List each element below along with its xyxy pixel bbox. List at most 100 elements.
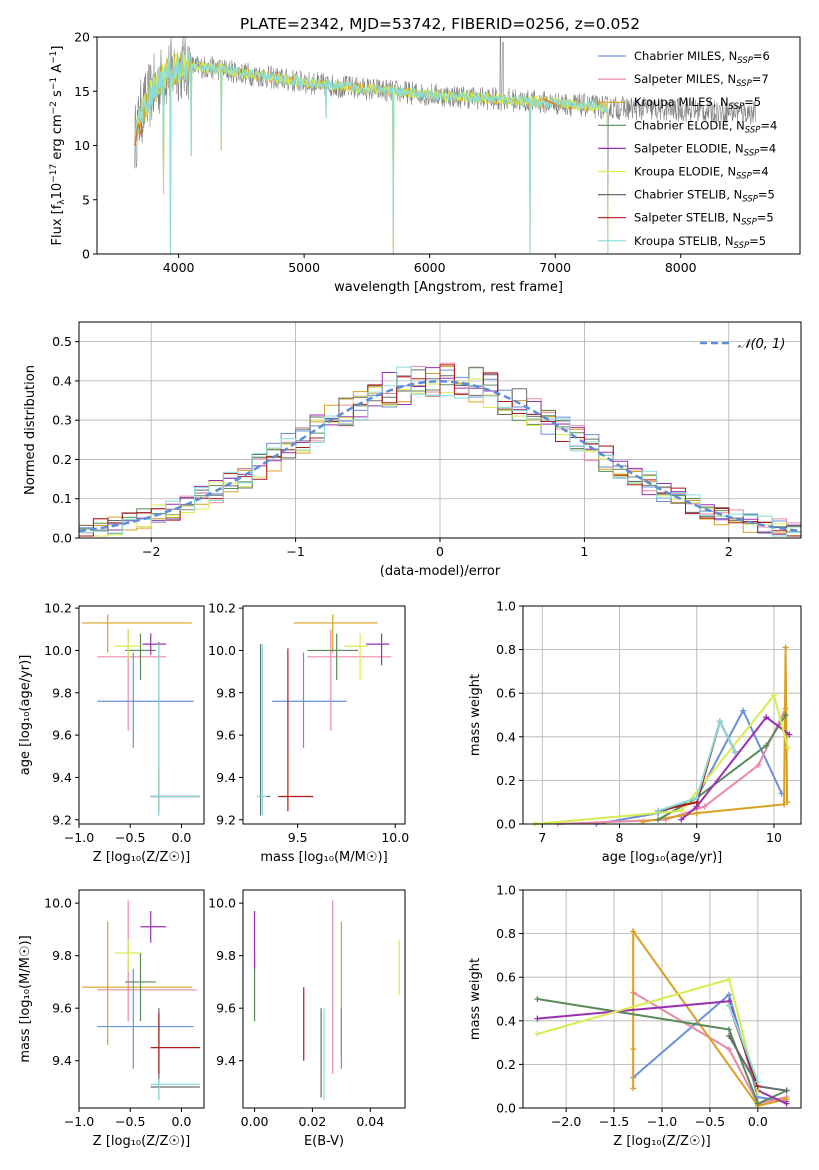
legend-entry-name: Salpeter STELIB, N (634, 211, 741, 225)
gaussian-legend-label: 𝒩(0, 1) (738, 337, 785, 352)
legend-entry-label: Chabrier ELODIE, NSSP=4 (634, 118, 777, 135)
y-axis-label-part: −17 (49, 164, 59, 183)
mass-weight-series-line (728, 1005, 759, 1083)
y-axis-label: age [log₁₀(age/yr)] (18, 655, 33, 776)
y-axis-label-part: −1 (49, 77, 59, 90)
mass-weight-marker (716, 718, 723, 725)
y-tick-label: 0 (82, 247, 90, 262)
mass-weight-series-line (657, 714, 787, 821)
x-tick-label: 6000 (414, 260, 446, 275)
x-axis-label: age [log₁₀(age/yr)] (602, 850, 723, 865)
x-tick-label: 0.0 (172, 830, 192, 845)
legend-entry-name: Kroupa MILES, N (634, 95, 729, 109)
legend-entry-suffix: =5 (744, 95, 761, 109)
y-axis-label: mass weight (468, 958, 483, 1040)
legend-entry-label: Chabrier MILES, NSSP=6 (634, 49, 770, 66)
residuals-frame (78, 321, 802, 539)
x-tick-label: 9 (693, 830, 701, 845)
y-tick-label: 0.2 (496, 773, 516, 788)
y-tick-label: 0.4 (496, 729, 516, 744)
x-tick-label: 1 (580, 544, 588, 559)
mass-weight-marker (784, 744, 791, 751)
x-tick-label: 8 (616, 830, 624, 845)
y-axis-label: mass weight (468, 674, 483, 756)
mass-weight-marker (784, 799, 791, 806)
y-axis-label: mass [log₁₀(M/M☉)] (18, 935, 33, 1062)
y-tick-label: 10.0 (208, 896, 236, 911)
spectrum-model-line (134, 50, 609, 255)
spectrum-model-line (134, 50, 609, 255)
y-axis-label: Normed distribution (23, 365, 38, 495)
y-tick-label: 20 (74, 30, 90, 45)
mass-weight-marker (763, 742, 770, 749)
mass-weight-marker (655, 816, 662, 823)
legend-entry-suffix: =5 (758, 188, 775, 202)
legend-entry-sub: SSP (744, 148, 760, 158)
legend-entry-name: Kroupa STELIB, N (634, 234, 734, 248)
y-axis-label-part: A (50, 64, 65, 77)
mass-weight-marker (740, 707, 747, 714)
massweight-vs-Z-frame (522, 889, 802, 1109)
x-tick-label: −1 (286, 544, 304, 559)
legend-entry-suffix: =5 (757, 211, 774, 225)
legend-entry-label: Salpeter STELIB, NSSP=5 (634, 211, 774, 228)
legend-entry-sub: SSP (736, 79, 752, 89)
x-tick-label: 0.00 (241, 1114, 269, 1129)
mass-vs-Z-axes: −1.0 −0.5 0.0 9.4 9.6 9.8 10.0 Z [log₁₀(Z/Z☉)] m… (18, 896, 191, 1149)
y-axis-label-part: ] (50, 46, 65, 51)
legend-entry-suffix: =7 (752, 72, 769, 86)
legend-entry-name: Chabrier MILES, N (634, 49, 737, 63)
x-axis-label: Z [log₁₀(Z/Z☉)] (93, 1134, 190, 1149)
mass-weight-marker (678, 816, 685, 823)
age-vs-mass-frame (242, 605, 406, 825)
x-tick-label: 10.0 (381, 830, 409, 845)
legend-entry-sub: SSP (741, 218, 757, 228)
mass-weight-marker (754, 1089, 761, 1096)
x-tick-label: 0.0 (748, 1114, 768, 1129)
mass-weight-marker (754, 1078, 761, 1085)
y-tick-label: 5 (82, 192, 90, 207)
y-axis-label-part: erg cm (50, 114, 65, 163)
mass-weight-marker (726, 1033, 733, 1040)
mass-weight-marker (763, 714, 770, 721)
massweight-vs-Z-axes: −2.0 −1.5 −1.0 −0.5 0.0 0.0 0.2 0.4 0.6 0.8 1.0 Z [… (468, 883, 801, 1149)
y-axis-label-part: Flux [f (50, 204, 65, 245)
y-tick-label: 0.0 (496, 817, 516, 832)
y-tick-label: 9.6 (216, 1001, 236, 1016)
age-vs-Z-axes: −1.0 −0.5 0.0 9.2 9.4 9.6 9.8 10.0 10.2 Z [log₁₀(… (18, 601, 191, 865)
x-tick-label: −2 (142, 544, 160, 559)
x-tick-label: −0.5 (695, 1114, 725, 1129)
x-tick-label: 2 (725, 544, 733, 559)
mass-weight-marker (678, 807, 685, 814)
x-tick-label: 0.04 (356, 1114, 384, 1129)
y-tick-label: 10 (74, 138, 90, 153)
legend-entry-suffix: =6 (753, 49, 770, 63)
legend-entry-name: Kroupa ELODIE, N (634, 165, 736, 179)
legend-entry-label: Kroupa ELODIE, NSSP=4 (634, 165, 769, 182)
legend-entry-label: Salpeter ELODIE, NSSP=4 (634, 141, 776, 158)
mass-vs-Z-frame (78, 889, 205, 1109)
mass-weight-marker (781, 801, 788, 808)
mass-weight-marker (726, 1046, 733, 1053)
x-axis-label: Z [log₁₀(Z/Z☉)] (613, 1134, 710, 1149)
y-tick-label: 9.2 (52, 812, 72, 827)
mass-weight-marker (770, 692, 777, 699)
y-tick-label: 1.0 (496, 599, 516, 614)
mass-weight-marker (534, 996, 541, 1002)
legend-entry-sub: SSP (742, 195, 758, 205)
x-tick-label: 0.02 (299, 1114, 327, 1129)
y-tick-label: 10.0 (208, 643, 236, 658)
y-tick-label: 0.0 (52, 531, 72, 546)
y-tick-label: 9.6 (216, 728, 236, 743)
gaussian-reference-line (78, 380, 802, 533)
massweight-vs-age-axes: 7 8 9 10 0.0 0.2 0.4 0.6 0.8 1.0 age [log₁₀(age/yr… (468, 599, 801, 865)
y-tick-label: 0.1 (52, 491, 72, 506)
legend-entry-suffix: =5 (749, 234, 766, 248)
x-axis-label: E(B-V) (304, 1134, 344, 1149)
mass-weight-marker (630, 928, 637, 935)
y-axis-label-part: 10 (50, 183, 65, 200)
mass-weight-marker (783, 1087, 790, 1094)
age-vs-Z-frame (78, 605, 205, 825)
